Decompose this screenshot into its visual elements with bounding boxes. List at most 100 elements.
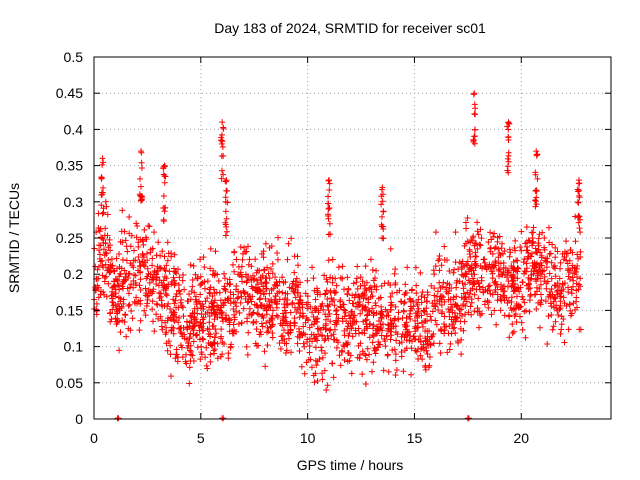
data-point	[105, 280, 112, 287]
data-point	[531, 265, 538, 272]
data-point	[349, 292, 356, 299]
data-point	[569, 249, 576, 256]
data-point	[478, 235, 485, 242]
data-point	[510, 277, 517, 284]
data-point	[356, 355, 363, 362]
data-point	[512, 237, 519, 244]
data-point	[272, 292, 279, 299]
data-point	[379, 312, 386, 319]
data-point	[316, 355, 323, 362]
data-point	[164, 317, 171, 324]
data-point	[260, 314, 267, 321]
data-point	[552, 273, 559, 280]
data-point	[530, 224, 537, 231]
data-point	[558, 293, 565, 300]
data-point	[574, 251, 581, 258]
data-point	[326, 186, 333, 193]
data-point	[561, 300, 568, 307]
data-point	[532, 197, 539, 204]
data-point	[231, 316, 238, 323]
data-point	[161, 172, 168, 179]
data-point	[546, 270, 553, 277]
data-point	[107, 268, 114, 275]
data-point	[229, 330, 236, 337]
data-point	[408, 371, 415, 378]
data-point	[324, 296, 331, 303]
data-point	[506, 253, 513, 260]
data-point	[117, 329, 124, 336]
data-point	[437, 293, 444, 300]
data-point	[576, 216, 583, 223]
data-point	[462, 271, 469, 278]
chart-title: Day 183 of 2024, SRMTID for receiver sc0…	[214, 20, 486, 36]
data-point	[282, 350, 289, 357]
data-point	[216, 310, 223, 317]
data-point	[494, 238, 501, 245]
data-point	[176, 274, 183, 281]
data-point	[548, 311, 555, 318]
data-point	[136, 191, 143, 198]
data-point	[367, 294, 374, 301]
data-point	[279, 315, 286, 322]
data-point	[333, 311, 340, 318]
data-point	[511, 266, 518, 273]
data-point	[293, 281, 300, 288]
data-point	[281, 296, 288, 303]
data-point	[166, 268, 173, 275]
data-point	[260, 290, 267, 297]
data-point	[357, 283, 364, 290]
data-point	[186, 364, 193, 371]
data-point	[160, 277, 167, 284]
data-point	[317, 303, 324, 310]
data-point	[389, 290, 396, 297]
data-point	[294, 262, 301, 269]
data-point	[545, 224, 552, 231]
data-point	[144, 273, 151, 280]
data-point	[142, 292, 149, 299]
data-point	[333, 321, 340, 328]
data-point	[314, 377, 321, 384]
data-point	[468, 236, 475, 243]
data-point	[477, 242, 484, 249]
x-tick-label: 20	[513, 430, 529, 446]
data-point	[491, 230, 498, 237]
data-point	[345, 350, 352, 357]
data-point	[387, 245, 394, 252]
data-point	[498, 245, 505, 252]
data-point	[376, 325, 383, 332]
data-point	[517, 303, 524, 310]
data-point	[441, 321, 448, 328]
data-point	[309, 309, 316, 316]
data-point	[212, 326, 219, 333]
data-point	[384, 308, 391, 315]
data-point	[414, 320, 421, 327]
data-point	[507, 304, 514, 311]
data-point	[207, 284, 214, 291]
data-point	[253, 326, 260, 333]
data-point	[557, 290, 564, 297]
data-point	[98, 174, 105, 181]
data-point	[474, 245, 481, 252]
data-point	[120, 276, 127, 283]
data-point	[476, 324, 483, 331]
data-point	[392, 303, 399, 310]
data-point	[341, 306, 348, 313]
data-point	[519, 326, 526, 333]
data-point	[424, 317, 431, 324]
data-point	[514, 275, 521, 282]
data-point	[381, 280, 388, 287]
data-point	[250, 277, 257, 284]
data-point	[550, 264, 557, 271]
data-point	[333, 337, 340, 344]
data-point	[513, 257, 520, 264]
data-point	[178, 296, 185, 303]
data-point	[220, 302, 227, 309]
data-point	[392, 357, 399, 364]
data-point	[327, 274, 334, 281]
data-point	[558, 287, 565, 294]
data-point	[551, 294, 558, 301]
data-point	[109, 288, 116, 295]
data-point	[101, 232, 108, 239]
data-point	[221, 340, 228, 347]
data-point	[445, 290, 452, 297]
